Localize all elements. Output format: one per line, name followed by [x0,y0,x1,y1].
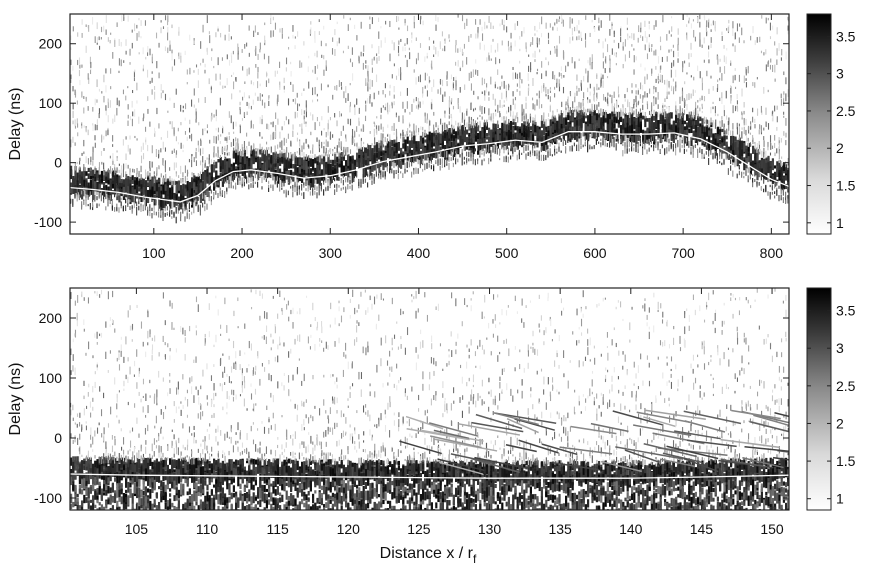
x-tick-label: 130 [478,521,502,537]
colorbar-gradient-top [806,13,832,235]
colorbar-ticks-top: 1 1.5 2 2.5 3 3.5 [807,28,856,231]
x-tick-label: 200 [230,245,254,261]
colorbar-tick-label: 1.5 [836,453,856,469]
plot-frame-bottom [69,287,790,511]
panel-top: 100 200 300 400 500 600 700 800 -100 0 100 200 Dela… [7,13,790,261]
colorbar-tick-label: 2.5 [836,378,856,394]
colorbar-top: 1 1.5 2 2.5 3 3.5 [806,13,856,235]
colorbar-gradient-bottom [806,287,832,511]
plot-frame-top [69,13,790,235]
colorbar-bottom: 1 1.5 2 2.5 3 3.5 [806,287,856,511]
colorbar-ticks-bottom: 1 1.5 2 2.5 3 3.5 [807,303,856,507]
colorbar-tick-label: 2 [836,140,844,156]
axes-bottom: 105 110 115 120 125 130 135 140 145 150 -100 0 100 20… [34,288,789,537]
x-tick-label: 115 [266,521,289,537]
x-tick-label: 500 [495,245,519,261]
x-tick-label: 400 [407,245,431,261]
x-tick-label: 300 [319,245,343,261]
y-tick-label: 0 [54,155,62,171]
colorbar-tick-label: 3.5 [836,303,856,319]
y-tick-label: 100 [39,95,63,111]
ridge-line-bottom [70,473,789,479]
colorbar-tick-label: 3 [836,340,844,356]
x-tick-label: 700 [671,245,695,261]
x-tick-label: 135 [548,521,572,537]
heatmap-top [70,14,789,224]
x-tick-label: 120 [337,521,361,537]
y-axis-label-bottom: Delay (ns) [7,363,24,436]
colorbar-tick-label: 1.5 [836,178,856,194]
colorbar-tick-label: 3.5 [836,28,856,44]
x-tick-label: 800 [760,245,784,261]
colorbar-tick-label: 1 [836,491,844,507]
y-tick-label: 200 [39,36,63,52]
colorbar-tick-label: 3 [836,66,844,82]
y-axis-label-top: Delay (ns) [7,88,24,161]
x-axis-label-subscript: f [473,552,477,566]
x-tick-label: 125 [407,521,431,537]
y-tick-label: -100 [34,214,62,230]
colorbar-tick-label: 1 [836,215,844,231]
x-tick-label: 145 [690,521,714,537]
x-axis-label-main: Distance x / r [380,545,474,562]
x-tick-label: 140 [619,521,643,537]
y-tick-label: 0 [54,430,62,446]
x-axis-label-bottom: Distance x / rf [380,545,477,566]
x-tick-label: 150 [760,521,784,537]
y-tick-label: 200 [39,310,63,326]
panel-bottom: 105 110 115 120 125 130 135 140 145 150 -100 0 100 20… [7,287,790,566]
y-tick-label: 100 [39,370,63,386]
colorbar-tick-label: 2 [836,415,844,431]
x-tick-label: 105 [125,521,149,537]
y-tick-label: -100 [34,490,62,506]
colorbar-tick-label: 2.5 [836,103,856,119]
ridge-line-top [70,131,789,203]
x-tick-label: 110 [196,521,219,537]
axes-top: 100 200 300 400 500 600 700 800 -100 0 100 200 [34,14,789,261]
x-tick-label: 100 [142,245,166,261]
x-tick-label: 600 [583,245,607,261]
